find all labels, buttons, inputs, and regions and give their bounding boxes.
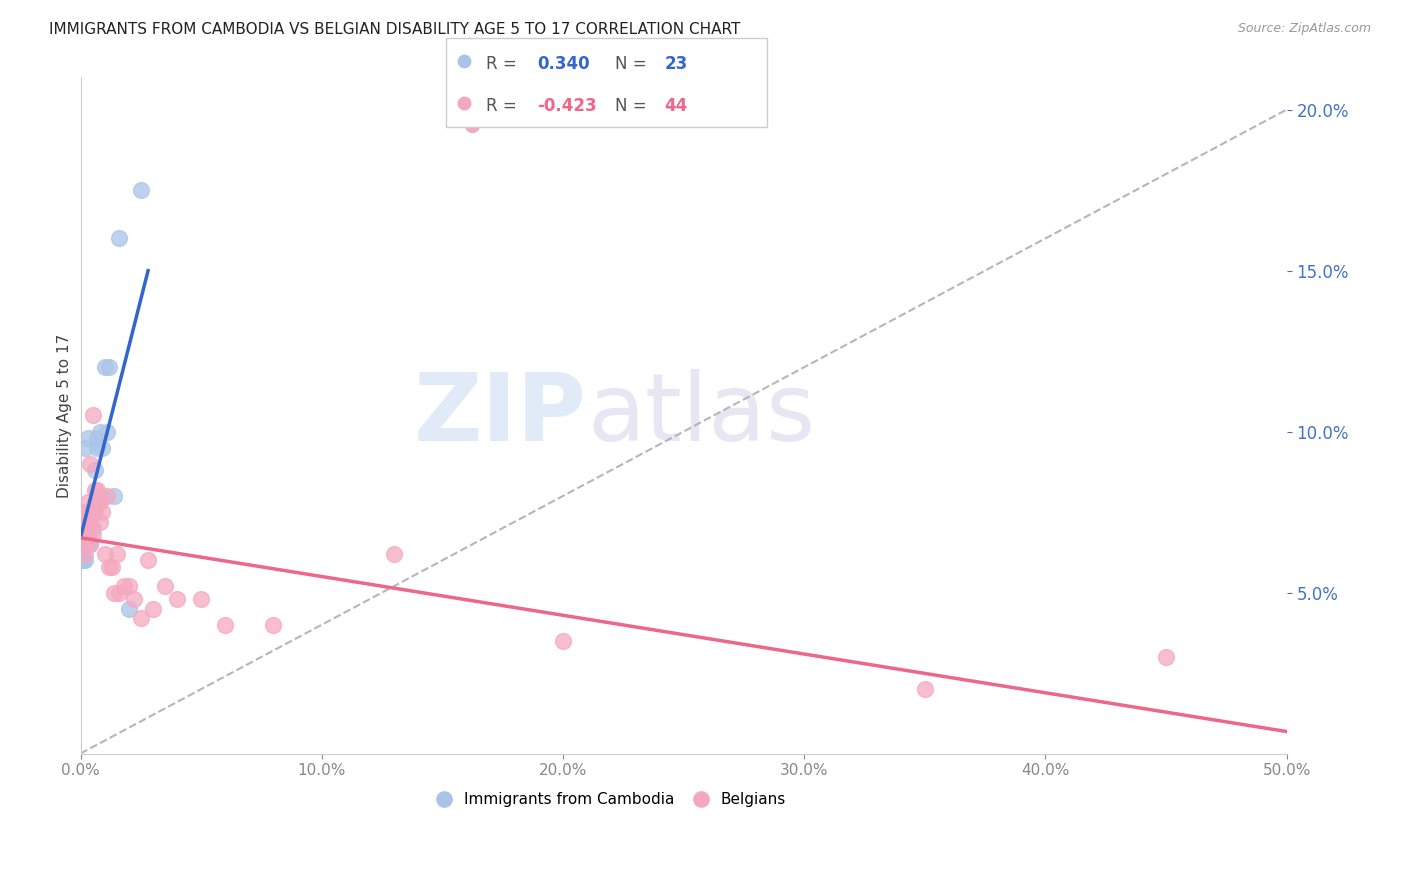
Point	[84, 505, 107, 519]
Point	[142, 601, 165, 615]
Point	[153, 579, 176, 593]
Point	[76, 431, 98, 445]
Point	[91, 441, 114, 455]
Point	[91, 505, 114, 519]
Point	[89, 515, 111, 529]
Text: 23: 23	[664, 55, 688, 73]
Point	[79, 537, 101, 551]
Point	[76, 515, 98, 529]
Legend: Immigrants from Cambodia, Belgians: Immigrants from Cambodia, Belgians	[430, 786, 792, 814]
Point	[86, 495, 108, 509]
Point	[214, 617, 236, 632]
Point	[86, 431, 108, 445]
Point	[75, 553, 97, 567]
Point	[76, 495, 98, 509]
Point	[118, 601, 141, 615]
Point	[75, 441, 97, 455]
Point	[118, 579, 141, 593]
Point	[89, 489, 111, 503]
Point	[75, 505, 97, 519]
Point	[72, 537, 94, 551]
Text: R =: R =	[486, 55, 522, 73]
Point	[190, 592, 212, 607]
Point	[382, 547, 405, 561]
Text: -0.423: -0.423	[537, 97, 596, 115]
Point	[82, 409, 104, 423]
Point	[89, 495, 111, 509]
Point	[263, 617, 285, 632]
Point	[84, 483, 107, 497]
Point	[112, 579, 135, 593]
Point	[72, 553, 94, 567]
Text: N =: N =	[614, 55, 651, 73]
Point	[76, 537, 98, 551]
Text: 44: 44	[664, 97, 688, 115]
Text: ZIP: ZIP	[415, 369, 588, 461]
Text: atlas: atlas	[588, 369, 815, 461]
Point	[551, 633, 574, 648]
Point	[86, 441, 108, 455]
Point	[122, 592, 145, 607]
Point	[93, 360, 115, 375]
Point	[72, 515, 94, 529]
Point	[75, 547, 97, 561]
Point	[82, 521, 104, 535]
Point	[98, 360, 121, 375]
Point	[98, 559, 121, 574]
Point	[93, 547, 115, 561]
Point	[89, 425, 111, 439]
Point	[129, 611, 152, 625]
Point	[86, 483, 108, 497]
Point	[103, 489, 125, 503]
Point	[103, 585, 125, 599]
Text: N =: N =	[614, 97, 651, 115]
Point	[105, 547, 128, 561]
Point	[75, 521, 97, 535]
Point	[108, 585, 131, 599]
Point	[96, 489, 118, 503]
Point	[84, 495, 107, 509]
Point	[79, 537, 101, 551]
Point	[129, 183, 152, 197]
Point	[72, 534, 94, 549]
Point	[82, 505, 104, 519]
Y-axis label: Disability Age 5 to 17: Disability Age 5 to 17	[58, 334, 72, 498]
Point	[79, 515, 101, 529]
Point	[79, 505, 101, 519]
Point	[101, 559, 124, 574]
Text: Source: ZipAtlas.com: Source: ZipAtlas.com	[1237, 22, 1371, 36]
Point	[166, 592, 188, 607]
Point	[1154, 649, 1177, 664]
Point	[79, 457, 101, 471]
Point	[72, 527, 94, 541]
Point	[82, 527, 104, 541]
Text: R =: R =	[486, 97, 522, 115]
Point	[76, 527, 98, 541]
Point	[96, 425, 118, 439]
Point	[136, 553, 159, 567]
Text: IMMIGRANTS FROM CAMBODIA VS BELGIAN DISABILITY AGE 5 TO 17 CORRELATION CHART: IMMIGRANTS FROM CAMBODIA VS BELGIAN DISA…	[49, 22, 741, 37]
Text: 0.340: 0.340	[537, 55, 589, 73]
Point	[914, 682, 936, 697]
Point	[108, 231, 131, 245]
Point	[84, 463, 107, 477]
FancyBboxPatch shape	[446, 38, 766, 128]
